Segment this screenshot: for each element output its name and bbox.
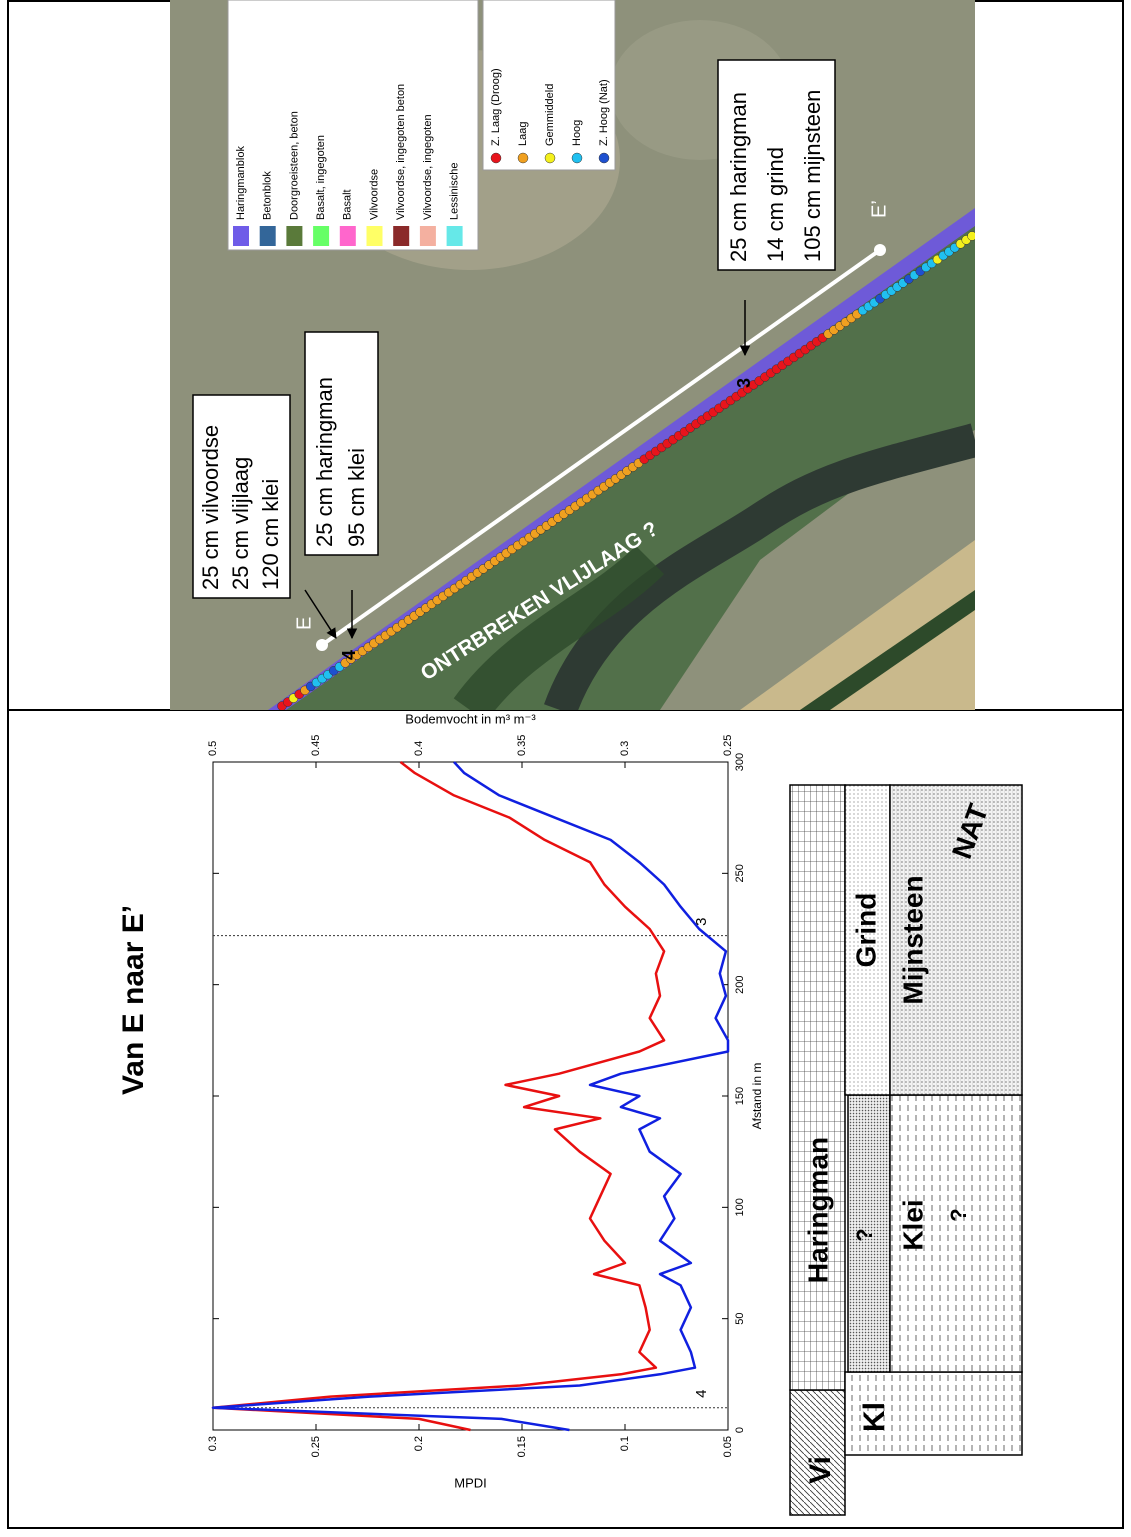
legend-swatch — [545, 153, 555, 163]
y-tick-label: 0.05 — [722, 1436, 734, 1457]
x-tick-label: 200 — [734, 975, 746, 993]
annotation-line: 25 cm vilvoordse — [198, 425, 223, 590]
annotation-line: 95 cm klei — [344, 448, 369, 547]
legend-swatch — [599, 153, 609, 163]
soil-label: Kl — [858, 1402, 891, 1432]
legend-swatch — [393, 226, 409, 246]
y-tick-label: 0.3 — [207, 1436, 219, 1451]
y2-tick-label: 0.5 — [207, 741, 219, 756]
data-line — [213, 762, 664, 1430]
x-tick-label: 300 — [734, 753, 746, 771]
chart-title: Van E naar E’ — [117, 905, 150, 1095]
point-label: E — [293, 617, 315, 630]
soil-label: Haringman — [802, 1137, 833, 1283]
legend-label: Hoog — [571, 120, 583, 146]
legend-swatch — [260, 226, 276, 246]
y2-tick-label: 0.35 — [516, 735, 528, 756]
marker-label: 4 — [693, 1390, 710, 1398]
legend-label: Vilvoordse, ingegoten — [422, 114, 434, 220]
x-tick-label: 250 — [734, 864, 746, 882]
page: {"map":{"legend_materials":[{"label":"Ha… — [0, 0, 1131, 1537]
annotation-line: 25 cm vlijlaag — [228, 457, 253, 590]
legend-label: Doorgroeisteen, beton — [288, 111, 300, 220]
legend-swatch — [447, 226, 463, 246]
annotation-line: 25 cm haringman — [312, 377, 337, 547]
y-tick-label: 0.1 — [619, 1436, 631, 1451]
x-axis-label: Afstand in m — [750, 1063, 764, 1130]
x-tick-label: 150 — [734, 1087, 746, 1105]
legend-label: Basalt — [342, 189, 354, 220]
chart-panel: Van E naar E’ 0 50 100 150 200 250 300 0.05 0.1 0.… — [117, 711, 1022, 1515]
legend-swatch — [286, 226, 302, 246]
y-tick-label: 0.25 — [310, 1436, 322, 1457]
x-tick-label: 100 — [734, 1198, 746, 1216]
legend-swatch — [420, 226, 436, 246]
y-tick-label: 0.15 — [516, 1436, 528, 1457]
annotation-line: 105 cm mijnsteen — [800, 90, 825, 262]
y2-axis-label: Bodemvocht in m³ m⁻³ — [405, 711, 536, 726]
y2-tick-label: 0.3 — [619, 741, 631, 756]
legend-label: Laag — [517, 122, 529, 146]
y2-tick-label: 0.45 — [310, 735, 322, 756]
figure-page: Haringmanblok Betonblok Doorgroeisteen, be… — [0, 0, 1131, 1532]
legend-swatch — [367, 226, 383, 246]
legend-label: Z. Laag (Droog) — [490, 68, 502, 146]
annotation-line: 25 cm haringman — [726, 92, 751, 262]
legend-swatch — [491, 153, 501, 163]
y2-tick-label: 0.4 — [413, 741, 425, 756]
soil-label: ? — [946, 1208, 971, 1221]
legend-label: Z. Hoog (Nat) — [598, 79, 610, 146]
x-tick-label: 0 — [734, 1427, 746, 1433]
annotation-line: 14 cm grind — [763, 147, 788, 262]
y-tick-label: 0.2 — [413, 1436, 425, 1451]
y2-tick-label: 0.25 — [722, 735, 734, 756]
soil-label: Mijnsteen — [897, 875, 928, 1004]
legend-label: Betonblok — [262, 171, 274, 220]
marker-label: 4 — [339, 650, 359, 660]
point-label: E’ — [868, 200, 890, 218]
measurement-dot — [968, 232, 977, 241]
legend-swatch — [313, 226, 329, 246]
legend-label: Vilvoordse — [368, 169, 380, 220]
soil-label: Klei — [897, 1199, 928, 1250]
annotation-line: 120 cm klei — [258, 479, 283, 590]
soil-layer — [790, 785, 845, 1390]
legend-label: Gemmiddeld — [544, 84, 556, 146]
y-axis-label: MPDI — [454, 1475, 487, 1490]
legend-label: Lessinische — [449, 163, 461, 220]
soil-layer — [790, 1390, 845, 1515]
legend-swatch — [518, 153, 528, 163]
marker-label: 3 — [734, 378, 754, 388]
legend-swatch — [233, 226, 249, 246]
legend-swatch — [572, 153, 582, 163]
legend-label: Basalt, ingegoten — [315, 135, 327, 220]
soil-label: Grind — [850, 893, 881, 968]
legend-label: Vilvoordse, ingegoten beton — [395, 84, 407, 220]
legend-swatch — [340, 226, 356, 246]
x-tick-label: 50 — [734, 1313, 746, 1325]
legend-label: Haringmanblok — [235, 146, 247, 220]
soil-label: Vi — [804, 1456, 837, 1484]
soil-label: ? — [852, 1228, 877, 1241]
